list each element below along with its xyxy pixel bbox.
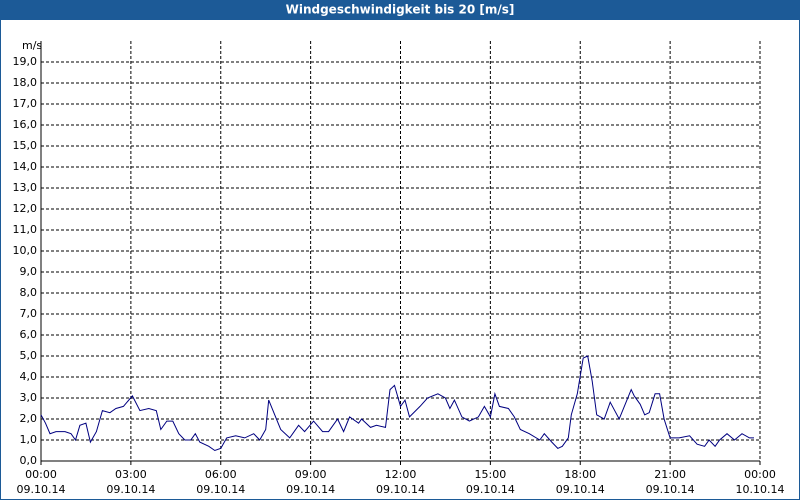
y-tick-label: 19,0 <box>13 55 38 68</box>
x-tick-label: 00:00 <box>744 468 776 481</box>
y-tick-label: 11,0 <box>13 223 38 236</box>
y-tick-label: 8,0 <box>20 286 38 299</box>
x-tick-label: 10.10.14 <box>736 483 785 496</box>
x-tick-label: 09.10.14 <box>466 483 515 496</box>
x-tick-label: 09.10.14 <box>376 483 425 496</box>
x-tick-label: 09.10.14 <box>106 483 155 496</box>
x-tick-label: 09.10.14 <box>646 483 695 496</box>
chart-title: Windgeschwindigkeit bis 20 [m/s] <box>286 3 515 17</box>
y-tick-label: 17,0 <box>13 97 38 110</box>
x-tick-label: 03:00 <box>115 468 147 481</box>
x-tick-label: 06:00 <box>205 468 237 481</box>
x-tick-label: 09.10.14 <box>196 483 245 496</box>
title-bar <box>0 0 800 20</box>
x-tick-label: 09:00 <box>295 468 327 481</box>
x-tick-label: 15:00 <box>475 468 507 481</box>
y-tick-label: 6,0 <box>20 328 38 341</box>
x-tick-label: 21:00 <box>654 468 686 481</box>
x-tick-label: 09.10.14 <box>17 483 66 496</box>
y-tick-label: 14,0 <box>13 160 38 173</box>
y-axis-unit: m/s <box>22 39 42 52</box>
x-tick-label: 09.10.14 <box>286 483 335 496</box>
y-tick-label: 2,0 <box>20 412 38 425</box>
y-tick-label: 7,0 <box>20 307 38 320</box>
y-tick-label: 5,0 <box>20 349 38 362</box>
y-tick-label: 3,0 <box>20 391 38 404</box>
y-tick-label: 1,0 <box>20 433 38 446</box>
y-tick-label: 9,0 <box>20 265 38 278</box>
x-tick-label: 09.10.14 <box>556 483 605 496</box>
x-tick-label: 00:00 <box>25 468 57 481</box>
y-tick-label: 10,0 <box>13 244 38 257</box>
y-tick-label: 15,0 <box>13 139 38 152</box>
x-tick-label: 12:00 <box>385 468 417 481</box>
y-tick-label: 0,0 <box>20 454 38 467</box>
y-tick-label: 4,0 <box>20 370 38 383</box>
y-tick-label: 18,0 <box>13 76 38 89</box>
y-tick-label: 16,0 <box>13 118 38 131</box>
y-tick-label: 12,0 <box>13 202 38 215</box>
data-line <box>40 355 754 452</box>
y-tick-label: 13,0 <box>13 181 38 194</box>
x-tick-label: 18:00 <box>564 468 596 481</box>
